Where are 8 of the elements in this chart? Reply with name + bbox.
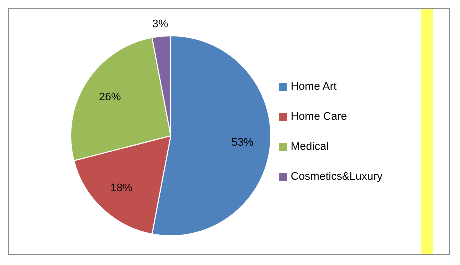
- legend-label: Home Art: [291, 80, 337, 92]
- data-label: 53%: [232, 136, 254, 149]
- data-label: 26%: [99, 91, 122, 104]
- legend-label: Home Care: [291, 110, 348, 122]
- data-label: 3%: [152, 18, 169, 30]
- legend-label: Cosmetics&Luxury: [291, 170, 383, 182]
- legend-label: Medical: [291, 140, 329, 152]
- data-label: 18%: [110, 182, 133, 194]
